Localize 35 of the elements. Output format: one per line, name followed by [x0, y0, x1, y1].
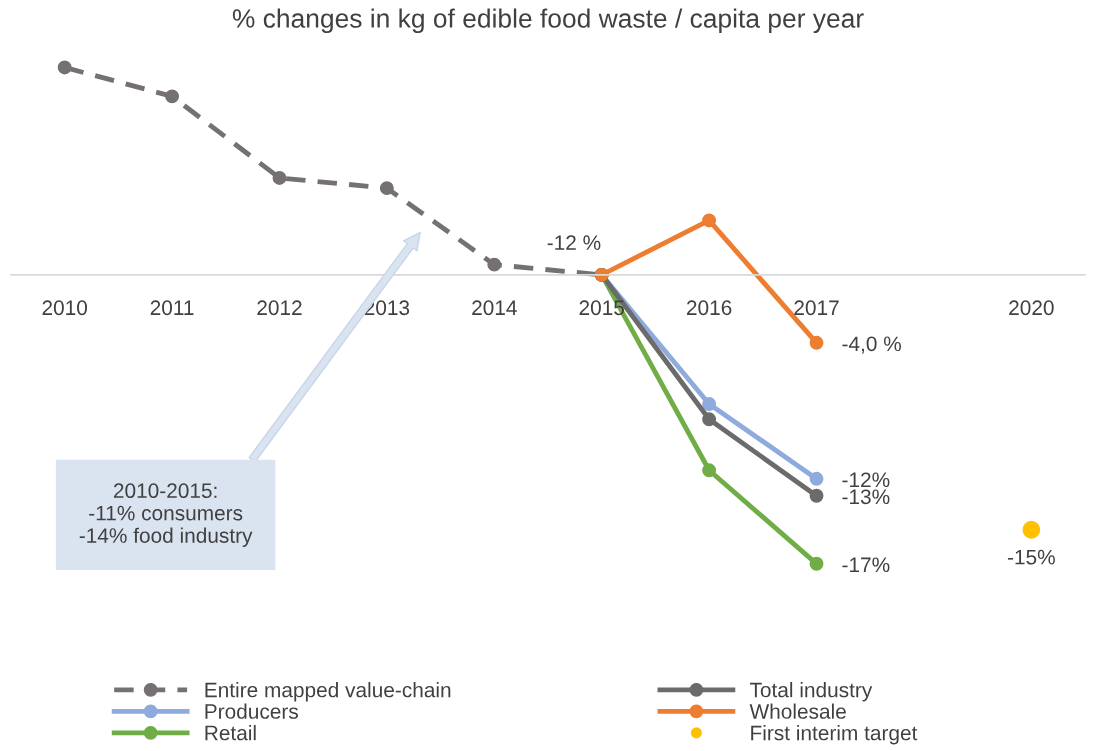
point: [272, 170, 287, 185]
x-tick-label: 2017: [794, 300, 839, 316]
data-label: -15%: [1007, 549, 1055, 565]
point: [1022, 520, 1041, 539]
point: [57, 60, 72, 75]
chart-title: % changes in kg of edible food waste / capita per year: [232, 8, 864, 34]
point: [702, 412, 717, 427]
point: [702, 213, 717, 228]
legend-label: Wholesale: [749, 703, 846, 719]
x-tick-label: 2012: [257, 300, 302, 316]
legend-label: Producers: [205, 703, 298, 719]
data-label: -13%: [842, 489, 890, 505]
data-label: -12%: [842, 472, 890, 488]
point: [809, 556, 824, 571]
annotation: 2010-2015: -11% consumers -14% food industry: [79, 483, 253, 548]
point: [809, 488, 824, 503]
point: [809, 471, 824, 486]
legend-label: Entire mapped value-chain: [205, 682, 451, 702]
legend-label: Retail: [205, 725, 256, 741]
x-tick-label: 2016: [686, 300, 732, 316]
point: [809, 335, 824, 350]
data-label: -17%: [842, 557, 890, 573]
point: [702, 463, 717, 478]
annotation: -12 %: [547, 235, 601, 250]
legend-label: Total industry: [749, 682, 873, 702]
x-tick-label: 2014: [472, 300, 517, 316]
point: [702, 397, 717, 411]
legend-label: First interim target: [751, 725, 918, 745]
x-tick-label: 2011: [150, 300, 194, 316]
point: [487, 257, 502, 272]
point: [165, 89, 180, 104]
data-label: -4,0 %: [842, 336, 901, 354]
x-tick-label: 2020: [1009, 300, 1054, 316]
point: [379, 181, 394, 196]
x-tick-label: 2010: [42, 300, 88, 316]
